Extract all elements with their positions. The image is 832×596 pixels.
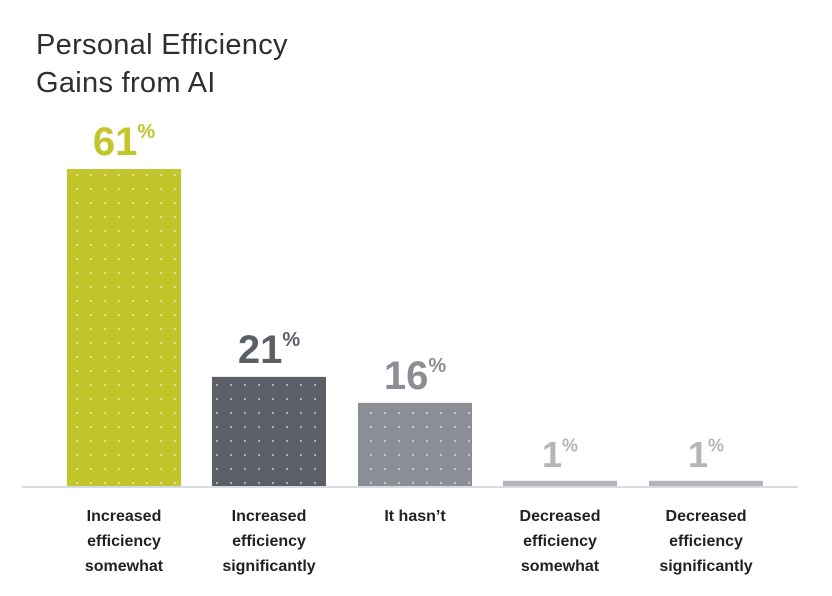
- bar-3-texture: [358, 402, 472, 486]
- chart-title-line-1: Personal Efficiency: [36, 29, 288, 61]
- bar-5: [649, 480, 763, 486]
- value-label-5: 1%: [688, 434, 724, 475]
- category-label-3: It hasn’t: [384, 508, 446, 525]
- value-label-4: 1%: [542, 434, 578, 475]
- category-label-2: Increased efficiency significantly: [222, 508, 315, 575]
- category-label-5: Decreased efficiency significantly: [659, 508, 752, 575]
- chart-title: Personal Efficiency Gains from AI: [36, 26, 288, 102]
- value-label-1: 61%: [93, 120, 156, 164]
- bar-4: [503, 480, 617, 486]
- category-label-1: Increased efficiency somewhat: [85, 508, 164, 575]
- value-label-2: 21%: [238, 328, 301, 372]
- category-label-4: Decreased efficiency somewhat: [520, 508, 601, 575]
- bar-1-texture: [67, 169, 181, 486]
- chart-title-line-2: Gains from AI: [36, 67, 216, 99]
- x-axis-baseline: [22, 486, 798, 488]
- value-label-3: 16%: [384, 354, 447, 398]
- bar-2-texture: [212, 376, 326, 486]
